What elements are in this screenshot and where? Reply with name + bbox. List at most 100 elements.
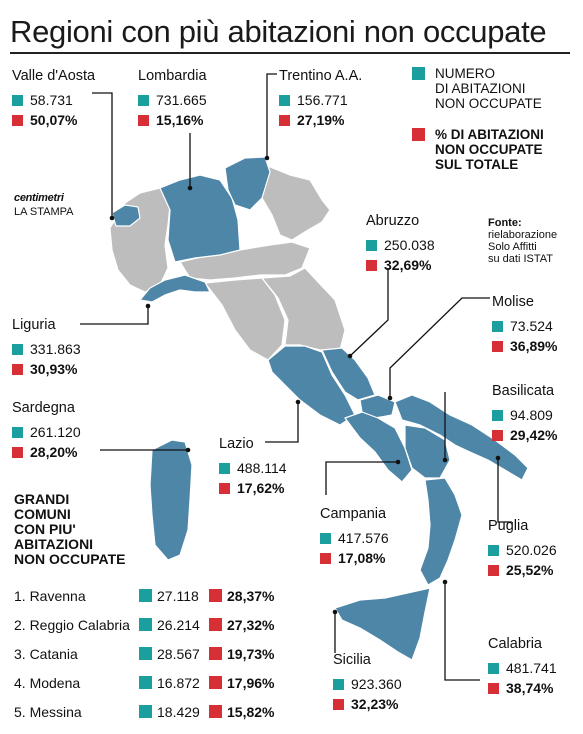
- region-count: 250.038: [384, 236, 435, 253]
- region-name: Calabria: [488, 636, 542, 652]
- region-name: Puglia: [488, 518, 529, 534]
- region-puglia: [394, 394, 529, 481]
- region-label-trentino: Trentino A.A. 156.771 27,19%: [279, 67, 362, 130]
- leader-calabria: [444, 582, 480, 681]
- region-toscana: [204, 277, 286, 361]
- city-pct: 17,96%: [227, 674, 275, 691]
- count-marker: [366, 239, 377, 251]
- pct-marker: [209, 589, 222, 602]
- region-pct: 29,42%: [510, 426, 558, 443]
- region-name: Campania: [320, 506, 387, 522]
- count-marker: [12, 426, 23, 438]
- region-abruzzo: [321, 347, 376, 401]
- pct-marker: [488, 564, 499, 576]
- region-calabria: [419, 477, 463, 586]
- region-name: Molise: [492, 294, 534, 310]
- region-liguria: [139, 274, 211, 303]
- region-label-basilicata: Basilicata 94.809 29,42%: [492, 382, 557, 445]
- page-title: Regioni con più abitazioni non occupate: [10, 14, 547, 49]
- region-sardegna: [149, 439, 193, 561]
- city-count: 27.118: [157, 587, 199, 604]
- region-label-molise: Molise 73.524 36,89%: [492, 293, 557, 356]
- region-sicilia: [334, 587, 431, 661]
- region-pct: 30,93%: [30, 360, 78, 377]
- region-count: 331.863: [30, 340, 81, 357]
- pct-marker: [320, 552, 331, 564]
- city-label: 4. Modena: [14, 674, 81, 691]
- region-name: Valle d'Aosta: [12, 68, 96, 84]
- count-marker: [488, 662, 499, 674]
- pct-marker: [12, 446, 23, 458]
- pct-marker: [12, 363, 23, 375]
- leader-lazio: [265, 402, 299, 443]
- leader-abruzzo: [349, 268, 389, 357]
- count-marker: [488, 544, 499, 556]
- city-pct: 28,37%: [227, 587, 275, 604]
- leader-puglia: [497, 458, 512, 523]
- city-row: 1. Ravenna 27.118 28,37%: [14, 581, 274, 610]
- pct-marker: [333, 698, 344, 710]
- count-marker: [139, 705, 152, 718]
- count-marker: [138, 94, 149, 106]
- region-label-abruzzo: Abruzzo 250.038 32,69%: [366, 212, 435, 275]
- leader-trentino: [266, 73, 277, 158]
- region-name: Sardegna: [12, 400, 75, 416]
- city-row: 4. Modena 16.872 17,96%: [14, 668, 274, 697]
- count-marker: [333, 678, 344, 690]
- pct-marker: [209, 618, 222, 631]
- region-label-valle-aosta: Valle d'Aosta 58.731 50,07%: [12, 67, 95, 130]
- region-pct: 32,23%: [351, 695, 399, 712]
- region-pct: 32,69%: [384, 256, 432, 273]
- region-label-sardegna: Sardegna 261.120 28,20%: [12, 399, 81, 462]
- region-count: 488.114: [237, 459, 287, 476]
- legend-item-count: NUMERO DI ABITAZIONI NON OCCUPATE: [412, 66, 544, 111]
- pct-marker: [209, 676, 222, 689]
- region-name: Sicilia: [333, 652, 371, 668]
- count-marker: [139, 647, 152, 660]
- legend-pct-label: % DI ABITAZIONI NON OCCUPATE SUL TOTALE: [435, 127, 544, 172]
- city-row: 2. Reggio Calabria 26.214 27,32%: [14, 610, 274, 639]
- cities-title: GRANDI COMUNI CON PIU' ABITAZIONI NON OC…: [14, 491, 126, 567]
- region-label-puglia: Puglia 520.026 25,52%: [488, 517, 557, 580]
- region-name: Liguria: [12, 317, 56, 333]
- region-label-calabria: Calabria 481.741 38,74%: [488, 635, 557, 698]
- brand: centimetri LA STAMPA: [14, 191, 74, 219]
- region-count: 520.026: [506, 541, 557, 558]
- region-pct: 38,74%: [506, 679, 554, 696]
- source-note: Fonte: rielaborazione Solo Affitti su da…: [488, 217, 557, 265]
- region-pct: 25,52%: [506, 561, 554, 578]
- region-name: Trentino A.A.: [279, 68, 363, 84]
- region-label-lombardia: Lombardia 731.665 15,16%: [138, 67, 207, 130]
- brand-publisher: LA STAMPA: [14, 206, 74, 218]
- region-campania: [344, 411, 413, 483]
- leader-liguria: [80, 306, 149, 325]
- region-pct: 17,62%: [237, 479, 285, 496]
- region-label-sicilia: Sicilia 923.360 32,23%: [333, 651, 402, 714]
- city-count: 26.214: [157, 616, 200, 633]
- pct-marker: [219, 482, 230, 494]
- city-pct: 15,82%: [227, 703, 275, 720]
- pct-marker: [279, 114, 290, 126]
- count-marker: [12, 343, 23, 355]
- count-marker: [492, 409, 503, 421]
- count-marker: [492, 320, 503, 332]
- region-pct: 27,19%: [297, 111, 345, 128]
- region-trentino: [224, 156, 271, 211]
- city-label: 5. Messina: [14, 703, 82, 720]
- region-pct: 15,16%: [156, 111, 204, 128]
- city-count: 28.567: [157, 645, 200, 662]
- city-row: 5. Messina 18.429 15,82%: [14, 697, 274, 726]
- region-count: 58.731: [30, 91, 73, 108]
- leader-campania: [325, 461, 398, 495]
- region-count: 73.524: [510, 317, 553, 334]
- cities-table: GRANDI COMUNI CON PIU' ABITAZIONI NON OC…: [14, 492, 274, 726]
- pct-marker: [209, 705, 222, 718]
- region-pct: 28,20%: [30, 443, 78, 460]
- region-lombardia: [159, 174, 241, 263]
- region-count: 923.360: [351, 675, 402, 692]
- region-count: 261.120: [30, 423, 81, 440]
- city-pct: 27,32%: [227, 616, 275, 633]
- legend-count-marker: [412, 67, 425, 80]
- legend-count-label: NUMERO DI ABITAZIONI NON OCCUPATE: [435, 66, 542, 111]
